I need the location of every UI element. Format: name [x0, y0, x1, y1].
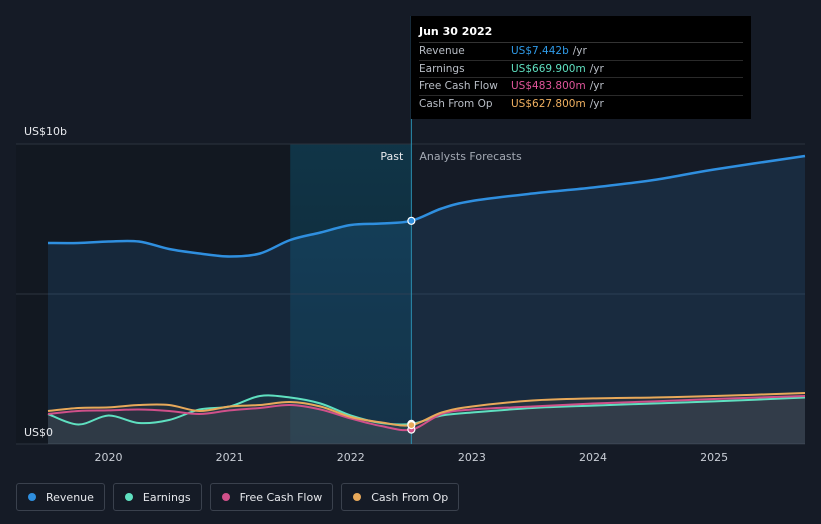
tooltip-row-value: US$483.800m [511, 80, 586, 92]
legend-dot-icon [28, 493, 36, 501]
tooltip-date: Jun 30 2022 [419, 23, 743, 43]
legend-dot-icon [353, 493, 362, 501]
legend-item-earnings[interactable]: Earnings [112, 483, 202, 511]
tooltip-row-value: US$669.900m [511, 62, 586, 75]
legend-dot-icon [221, 493, 230, 501]
tooltip-row-label: Revenue [419, 45, 465, 57]
x-tick-label: 2023 [458, 451, 486, 464]
series-area-earnings [48, 395, 805, 444]
series-area-revenue [48, 156, 805, 444]
tooltip-row-label: Cash From Op [419, 97, 493, 110]
tooltip-row-free-cash-flow: Free Cash Flow US$483.800m /yr [419, 78, 743, 96]
series-line-cash-from-op [47, 392, 806, 427]
x-tick-label: 2020 [95, 451, 123, 464]
tooltip-row-unit: /yr [589, 62, 604, 75]
legend-item-free-cash-flow[interactable]: Free Cash Flow [209, 483, 334, 511]
tooltip-row-cash-from-op: Cash From Op US$627.800m /yr [419, 96, 743, 114]
legend-dot-icon [124, 493, 133, 501]
x-tick-label: 2022 [337, 451, 365, 464]
tooltip-row-label: Earnings [419, 62, 465, 75]
tooltip-row-value: US$7.442b [511, 45, 569, 57]
tooltip-row-label: Free Cash Flow [419, 80, 498, 92]
tooltip-row-earnings: Earnings US$669.900m /yr [419, 61, 743, 78]
legend-item-revenue[interactable]: Revenue [16, 483, 105, 511]
legend-label: Revenue [46, 490, 94, 504]
data-point-cash-from-op[interactable] [407, 421, 416, 430]
tooltip: Jun 30 2022 Revenue US$7.442b /yr Earnin… [411, 16, 751, 119]
series-area-free-cash-flow [48, 396, 805, 444]
forecast-label: Analysts Forecasts [419, 150, 522, 163]
tooltip-row-unit: /yr [589, 80, 604, 92]
past-label: Past [380, 150, 404, 163]
y-tick-label-top: US$10b [24, 125, 67, 138]
legend: Revenue Earnings Free Cash Flow Cash Fro… [16, 483, 460, 511]
tooltip-row-revenue: Revenue US$7.442b /yr [419, 43, 743, 61]
tooltip-row-value: US$627.800m [511, 97, 586, 110]
tooltip-row-unit: /yr [572, 45, 587, 57]
x-tick-label: 2024 [579, 451, 607, 464]
y-tick-label-bottom: US$0 [24, 426, 53, 439]
tooltip-row-unit: /yr [589, 97, 604, 110]
legend-label: Free Cash Flow [239, 490, 323, 504]
legend-label: Cash From Op [371, 490, 449, 504]
x-tick-label: 2021 [216, 451, 244, 464]
data-point-revenue[interactable] [407, 216, 416, 225]
x-tick-label: 2025 [700, 451, 728, 464]
legend-item-cash-from-op[interactable]: Cash From Op [341, 483, 460, 511]
series-line-earnings [47, 394, 806, 426]
legend-label: Earnings [142, 490, 191, 504]
series-line-free-cash-flow [47, 395, 806, 432]
series-line-revenue [47, 154, 806, 258]
